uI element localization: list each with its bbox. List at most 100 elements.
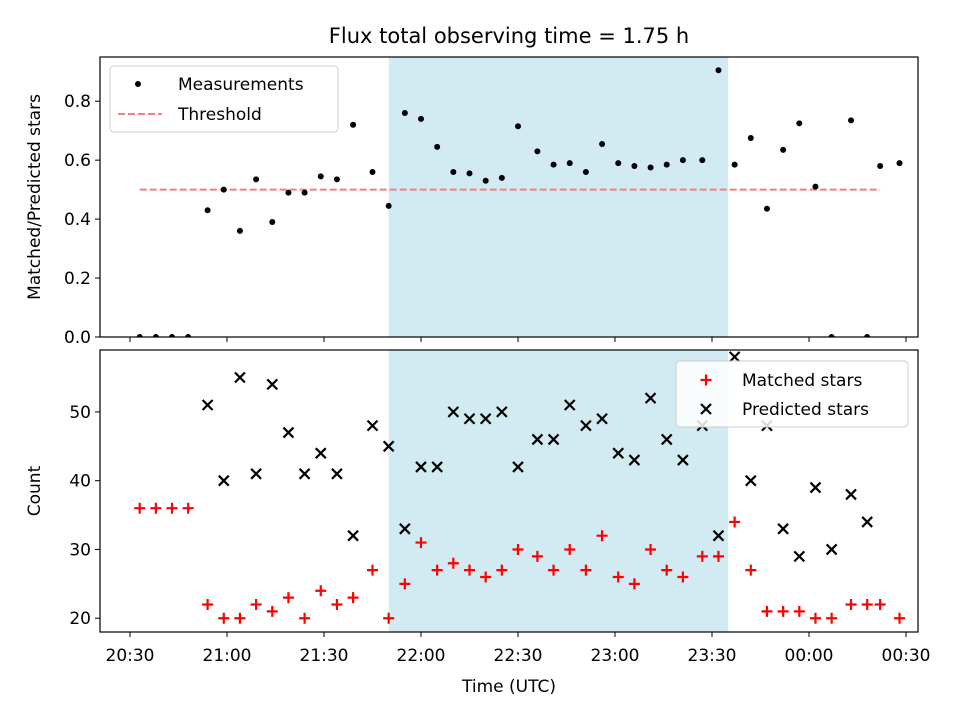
legend-measurements-marker: [135, 81, 141, 87]
measurement-point: [647, 164, 654, 171]
measurement-point: [185, 334, 192, 337]
chart-title: Flux total observing time = 1.75 h: [329, 24, 689, 48]
predicted-point: [479, 413, 492, 425]
x-tick-label: 23:00: [591, 646, 640, 666]
matched-point: [793, 605, 805, 617]
measurement-point: [848, 117, 855, 124]
predicted-point: [463, 413, 476, 425]
predicted-point: [712, 529, 725, 542]
predicted-point: [580, 419, 592, 432]
predicted-point: [250, 468, 262, 480]
measurement-point: [828, 334, 835, 337]
matched-point: [447, 557, 459, 569]
predicted-point: [677, 454, 689, 466]
predicted-point: [217, 474, 230, 487]
measurement-point: [369, 168, 376, 175]
measurement-point: [699, 157, 706, 164]
predicted-point: [745, 474, 757, 487]
matched-point: [712, 550, 724, 562]
measurement-point: [418, 115, 424, 122]
y-tick-label: 0.6: [64, 151, 91, 171]
legend-box: [675, 360, 909, 428]
matched-point: [531, 550, 543, 562]
measurement-point: [566, 160, 573, 167]
matched-point: [299, 612, 311, 624]
measurement-point: [434, 143, 441, 150]
predicted-point: [331, 468, 343, 480]
y-tick-label: 30: [69, 540, 91, 560]
y-tick-label: 0.4: [64, 210, 91, 230]
legend-predicted-label: Predicted stars: [742, 400, 869, 420]
measurement-point: [663, 161, 670, 168]
axes-frame: [99, 349, 919, 633]
matched-point: [761, 605, 773, 617]
y-tick-label: 0.0: [64, 328, 91, 348]
legend: Measurements Threshold: [109, 65, 339, 133]
measurement-point: [534, 148, 541, 155]
matched-point: [383, 612, 395, 624]
predicted-point: [660, 433, 673, 446]
measurement-point: [599, 140, 606, 147]
matched-point: [431, 564, 443, 576]
matched-point: [182, 502, 194, 514]
matched-point: [874, 598, 886, 610]
measurement-point: [715, 67, 722, 74]
y-axis-label: Count: [25, 465, 45, 516]
matched-point: [677, 571, 689, 583]
matched-point: [282, 592, 294, 604]
y-tick-label: 40: [69, 472, 91, 492]
measurement-point: [550, 161, 557, 168]
measurement-point: [450, 168, 457, 175]
matched-point: [415, 537, 427, 549]
measurement-point: [401, 110, 408, 116]
x-tick-label: 21:00: [203, 646, 252, 666]
matched-point: [696, 550, 708, 562]
measurement-point: [385, 202, 392, 209]
predicted-point: [266, 378, 279, 391]
measurement-point: [896, 160, 903, 167]
predicted-point: [612, 447, 625, 459]
plot-area: [136, 67, 903, 337]
measurement-point: [204, 207, 211, 214]
matched-point: [399, 578, 411, 590]
matched-point: [150, 502, 162, 514]
measurement-point: [679, 157, 686, 164]
x-tick-label: 22:30: [494, 646, 543, 666]
legend-matched-marker: [700, 374, 712, 386]
matched-point: [512, 543, 524, 555]
y-tick-label: 20: [69, 609, 91, 629]
measurement-point: [152, 334, 159, 337]
x-axis-label: Time (UTC): [461, 677, 556, 697]
predicted-point: [366, 419, 379, 432]
matched-point: [894, 612, 906, 624]
measurement-point: [236, 227, 243, 234]
matched-point: [234, 612, 246, 624]
matched-point: [564, 543, 576, 555]
predicted-point: [644, 392, 657, 404]
measurement-point: [350, 121, 357, 128]
measurement-point: [269, 219, 276, 226]
matched-point: [845, 598, 857, 610]
matched-point: [315, 585, 327, 597]
measurement-point: [796, 120, 803, 127]
x-tick-label: 00:00: [785, 646, 834, 666]
matched-point: [496, 564, 508, 576]
predicted-point: [201, 399, 214, 411]
predicted-point: [282, 426, 295, 439]
measurement-point: [780, 146, 787, 153]
predicted-point: [628, 454, 641, 466]
predicted-point: [563, 399, 576, 411]
matched-point: [250, 598, 262, 610]
measurement-point: [498, 174, 505, 181]
y-tick-label: 0.8: [64, 92, 91, 112]
y-tick-label: 0.2: [64, 269, 91, 289]
plot-area: [134, 351, 906, 624]
axes-frame: [99, 56, 919, 338]
measurement-point: [615, 160, 622, 167]
matched-point: [809, 612, 821, 624]
predicted-point: [728, 351, 741, 363]
predicted-point: [777, 523, 789, 535]
matched-point: [826, 612, 838, 624]
legend-box: [109, 65, 339, 133]
predicted-point: [399, 523, 411, 535]
